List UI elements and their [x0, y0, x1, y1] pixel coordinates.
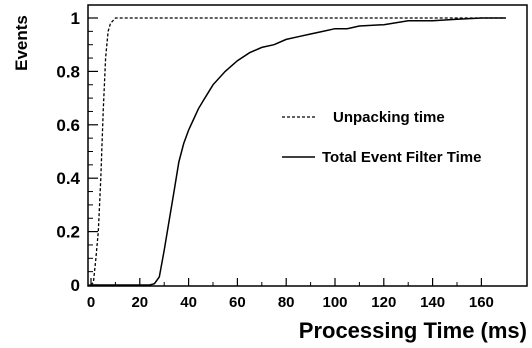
- x-tick-label: 60: [229, 294, 246, 311]
- x-tick-label: 140: [420, 294, 445, 311]
- x-axis-ticks: 0 20 40 60 80 100 120 140 160: [87, 278, 494, 311]
- series-line-unpacking: [90, 17, 506, 286]
- legend-label-unpacking: Unpacking time: [333, 109, 445, 126]
- series-group: [90, 17, 506, 286]
- y-tick-label: 1: [71, 9, 80, 28]
- y-axis-ticks: 0 0.2 0.4 0.6 0.8 1: [56, 9, 98, 295]
- series-line-total-event-filter: [91, 17, 506, 286]
- x-tick-label: 160: [469, 294, 494, 311]
- legend: Unpacking time Total Event Filter Time: [282, 109, 481, 166]
- y-tick-label: 0: [71, 276, 80, 295]
- x-tick-label: 120: [371, 294, 396, 311]
- y-tick-label: 0.8: [56, 62, 80, 81]
- y-tick-label: 0.6: [56, 116, 80, 135]
- x-axis-title: Processing Time (ms): [299, 318, 527, 343]
- y-tick-label: 0.2: [56, 223, 80, 242]
- plot-frame: [87, 4, 528, 287]
- y-axis-title: Events: [12, 15, 31, 71]
- x-tick-label: 0: [87, 294, 95, 311]
- x-tick-label: 40: [180, 294, 197, 311]
- x-tick-label: 100: [322, 294, 347, 311]
- y-tick-label: 0.4: [56, 169, 80, 188]
- legend-label-total: Total Event Filter Time: [322, 149, 481, 166]
- x-tick-label: 80: [278, 294, 295, 311]
- x-tick-label: 20: [131, 294, 148, 311]
